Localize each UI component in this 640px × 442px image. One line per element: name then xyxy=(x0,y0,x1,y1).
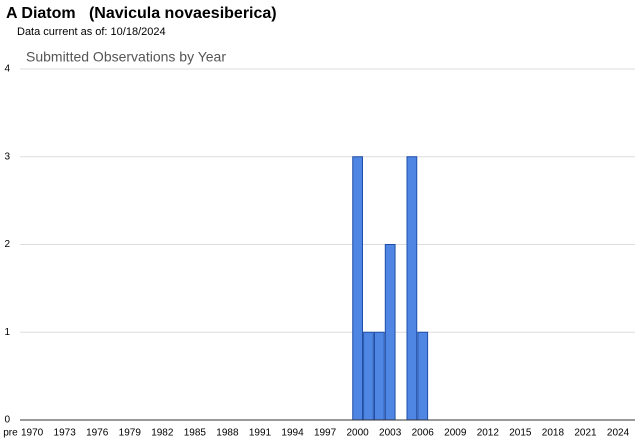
x-tick-label: 2003 xyxy=(379,428,402,439)
x-tick-label: 2000 xyxy=(347,428,370,439)
x-tick-label: pre xyxy=(3,428,18,439)
x-tick-label: 1976 xyxy=(86,428,109,439)
bar xyxy=(384,244,396,421)
x-tick-label: 1982 xyxy=(151,428,174,439)
bar xyxy=(406,156,418,421)
y-tick-label: 2 xyxy=(4,239,10,250)
x-tick-label: 2012 xyxy=(477,428,500,439)
page-title: A Diatom (Navicula novaesiberica) xyxy=(6,5,277,22)
x-tick-label: 2006 xyxy=(412,428,435,439)
bar xyxy=(352,156,364,421)
x-tick-label: 1988 xyxy=(216,428,239,439)
x-tick-label: 1973 xyxy=(54,428,77,439)
y-tick-label: 0 xyxy=(4,415,10,426)
subtitle: Data current as of: 10/18/2024 xyxy=(17,26,166,38)
x-tick-label: 2021 xyxy=(574,428,597,439)
x-tick-label: 1997 xyxy=(314,428,337,439)
bar xyxy=(417,331,429,421)
chart-title: Submitted Observations by Year xyxy=(26,49,226,65)
y-tick-label: 3 xyxy=(4,151,10,162)
x-tick-label: 1994 xyxy=(281,428,304,439)
x-tick-label: 1991 xyxy=(249,428,272,439)
x-tick-label: 1979 xyxy=(119,428,142,439)
x-tick-label: 2009 xyxy=(444,428,467,439)
bar xyxy=(363,331,374,421)
x-tick-label: 1985 xyxy=(184,428,207,439)
x-tick-label: 2018 xyxy=(542,428,565,439)
y-tick-label: 1 xyxy=(4,327,10,338)
x-tick-label: 2024 xyxy=(607,428,630,439)
x-tick-label: 1970 xyxy=(21,428,44,439)
y-tick-label: 4 xyxy=(4,64,10,75)
bar xyxy=(373,331,385,421)
x-tick-label: 2015 xyxy=(509,428,532,439)
